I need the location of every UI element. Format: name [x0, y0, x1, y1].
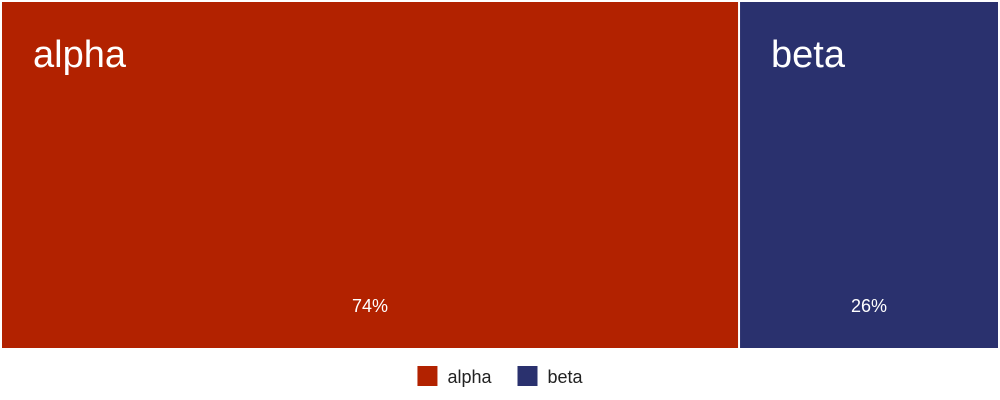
segment-label-alpha: alpha — [33, 34, 127, 76]
segment-value-beta: 26% — [851, 296, 887, 316]
legend-label-alpha: alpha — [447, 367, 492, 387]
segments-group: alpha 74% beta 26% — [2, 2, 998, 348]
segment-value-alpha: 74% — [352, 296, 388, 316]
segment-label-beta: beta — [771, 34, 846, 76]
legend-swatch-beta — [517, 366, 538, 386]
segment-alpha — [2, 2, 739, 348]
segment-beta — [740, 2, 998, 348]
legend-swatch-alpha — [417, 366, 438, 386]
legend: alpha beta — [417, 366, 584, 387]
legend-label-beta: beta — [548, 367, 584, 387]
